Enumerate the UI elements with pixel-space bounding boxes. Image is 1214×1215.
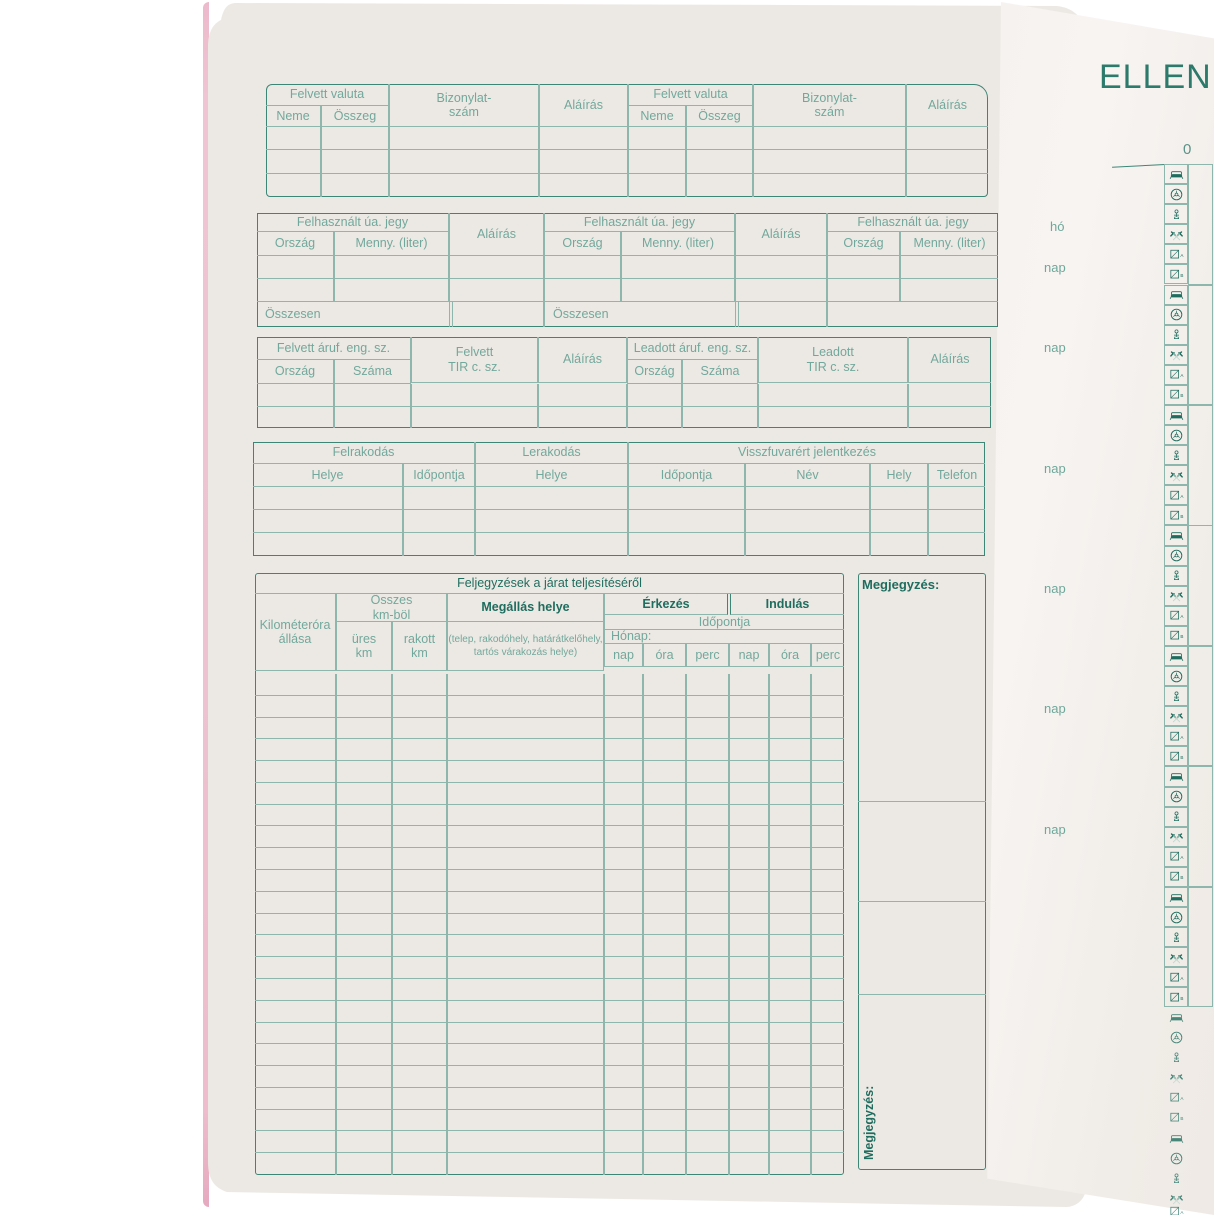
svg-text:B: B: [1180, 1116, 1183, 1121]
svg-text:A: A: [1180, 1096, 1184, 1101]
svg-text:B: B: [1180, 875, 1183, 880]
svg-text:B: B: [1180, 514, 1183, 519]
svg-text:A: A: [1180, 494, 1184, 499]
svg-text:B: B: [1180, 755, 1183, 760]
svg-text:A: A: [1180, 253, 1184, 258]
svg-text:A: A: [1180, 373, 1184, 378]
svg-text:A: A: [1180, 976, 1184, 981]
svg-text:A: A: [1180, 735, 1184, 740]
svg-text:B: B: [1180, 996, 1183, 1001]
svg-text:A: A: [1180, 614, 1184, 619]
svg-text:A: A: [1180, 1210, 1184, 1215]
svg-text:A: A: [1180, 855, 1184, 860]
svg-text:B: B: [1180, 393, 1183, 398]
svg-text:B: B: [1180, 273, 1183, 278]
svg-text:B: B: [1180, 634, 1183, 639]
